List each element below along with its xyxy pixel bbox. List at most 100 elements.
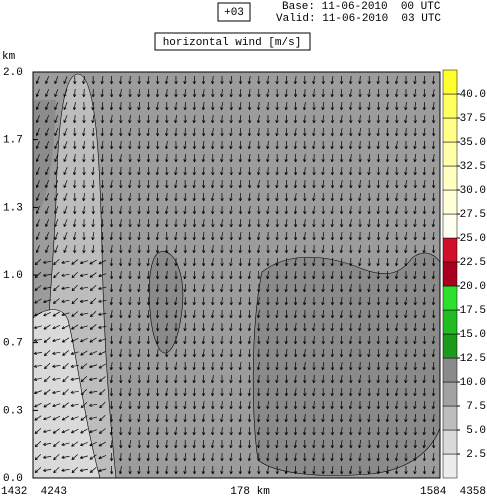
- wind-arrow: [303, 244, 307, 254]
- wind-arrow: [155, 283, 160, 293]
- wind-arrow: [220, 101, 224, 111]
- wind-arrow: [119, 296, 123, 306]
- wind-arrow: [109, 101, 114, 111]
- wind-arrow: [109, 192, 114, 202]
- wind-arrow: [137, 153, 141, 163]
- wind-arrow: [321, 439, 325, 449]
- wind-arrow: [256, 114, 261, 124]
- wind-arrow: [43, 402, 51, 408]
- wind-arrow: [431, 452, 436, 462]
- wind-arrow: [413, 309, 417, 319]
- wind-arrow: [339, 374, 344, 384]
- wind-arrow: [349, 114, 353, 124]
- wind-arrow: [61, 260, 70, 264]
- wind-arrow: [431, 153, 436, 163]
- wind-arrow: [98, 325, 107, 329]
- wind-arrow: [247, 231, 252, 241]
- wind-arrow: [302, 153, 307, 163]
- wind-arrow: [349, 127, 353, 137]
- wind-arrow: [394, 75, 399, 85]
- wind-arrow: [100, 218, 104, 228]
- wind-arrow: [404, 322, 408, 332]
- wind-arrow: [358, 270, 362, 280]
- wind-arrow: [137, 218, 141, 228]
- wind-arrow: [395, 179, 399, 189]
- wind-arrow: [257, 322, 261, 332]
- wind-arrow: [422, 205, 427, 215]
- wind-arrow: [394, 335, 399, 345]
- wind-arrow: [358, 322, 362, 332]
- wind-arrow: [63, 219, 68, 227]
- wind-arrow: [348, 335, 353, 345]
- wind-arrow: [275, 309, 279, 319]
- wind-arrow: [34, 402, 42, 408]
- wind-arrow: [376, 179, 380, 189]
- wind-arrow: [321, 400, 325, 410]
- colorbar-segment: [442, 93, 458, 119]
- wind-arrow: [63, 89, 68, 97]
- wind-arrow: [247, 335, 252, 345]
- wind-arrow: [330, 101, 335, 111]
- wind-arrow: [174, 374, 178, 384]
- wind-arrow: [165, 153, 169, 163]
- wind-arrow: [155, 218, 160, 228]
- wind-arrow: [275, 465, 279, 475]
- wind-arrow: [358, 179, 362, 189]
- wind-arrow: [220, 257, 224, 267]
- wind-arrow: [165, 309, 169, 319]
- wind-arrow: [100, 114, 105, 124]
- wind-arrow: [183, 231, 187, 241]
- wind-arrow: [43, 349, 51, 357]
- wind-arrow: [238, 127, 243, 137]
- wind-arrow: [146, 179, 150, 189]
- wind-arrow: [358, 374, 362, 384]
- wind-arrow: [192, 101, 197, 111]
- wind-arrow: [100, 88, 104, 98]
- wind-arrow: [220, 452, 224, 462]
- wind-arrow: [275, 413, 279, 423]
- wind-arrow: [238, 374, 242, 384]
- wind-arrow: [183, 244, 187, 254]
- wind-arrow: [80, 402, 88, 409]
- wind-arrow: [284, 309, 289, 319]
- wind-arrow: [303, 387, 307, 397]
- wind-arrow: [348, 153, 353, 163]
- wind-arrow: [339, 166, 344, 176]
- wind-arrow: [52, 338, 61, 343]
- wind-arrow: [62, 389, 69, 396]
- wind-arrow: [266, 413, 270, 423]
- wind-arrow: [91, 205, 95, 215]
- wind-arrow: [82, 205, 86, 215]
- wind-arrow: [339, 335, 344, 345]
- wind-arrow: [293, 465, 298, 475]
- wind-arrow: [284, 270, 288, 280]
- wind-arrow: [284, 374, 289, 384]
- wind-arrow: [128, 127, 132, 137]
- wind-arrow: [312, 88, 316, 98]
- wind-arrow: [422, 166, 426, 176]
- wind-arrow: [89, 337, 97, 343]
- wind-arrow: [385, 426, 390, 436]
- wind-arrow: [98, 351, 107, 356]
- wind-arrow: [128, 348, 132, 358]
- wind-arrow: [312, 140, 316, 150]
- wind-arrow: [155, 75, 160, 85]
- wind-arrow: [220, 127, 224, 137]
- wind-arrow: [211, 296, 215, 306]
- wind-arrow: [220, 426, 224, 436]
- wind-arrow: [174, 75, 178, 85]
- wind-arrow: [284, 439, 289, 449]
- wind-arrow: [91, 218, 95, 228]
- wind-arrow: [256, 361, 261, 371]
- wind-arrow: [71, 272, 78, 279]
- wind-arrow: [321, 296, 325, 306]
- wind-arrow: [146, 426, 151, 436]
- wind-arrow: [339, 439, 344, 449]
- wind-arrow: [61, 299, 70, 303]
- wind-arrow: [349, 387, 353, 397]
- wind-arrow: [71, 441, 79, 447]
- wind-arrow: [293, 88, 298, 98]
- wind-arrow: [431, 244, 436, 254]
- wind-arrow: [339, 465, 344, 475]
- wind-arrow: [376, 244, 380, 254]
